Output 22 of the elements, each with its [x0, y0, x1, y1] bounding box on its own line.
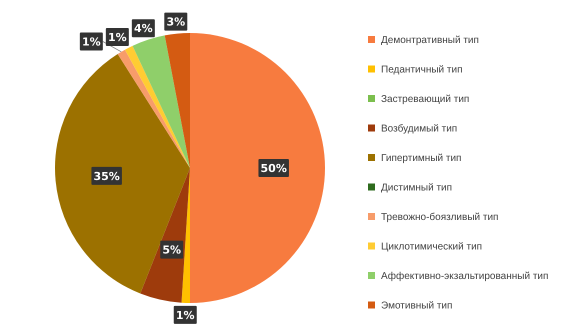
- data-label: 50%: [260, 162, 287, 175]
- data-label: 5%: [162, 244, 182, 257]
- legend-label: Циклотимический тип: [381, 242, 482, 252]
- legend-label: Эмотивный тип: [381, 300, 452, 312]
- data-label: 3%: [166, 16, 186, 29]
- legend-label: Аффективно-экзальтированный тип: [381, 271, 548, 282]
- legend-label: Педантичный тип: [381, 64, 462, 76]
- legend-label: Застревающий тип: [381, 94, 470, 105]
- data-label: 1%: [176, 308, 195, 322]
- legend-label: Тревожно-боязливый тип: [381, 212, 498, 223]
- pie-slice: [132, 35, 190, 168]
- data-label: 4%: [134, 22, 153, 36]
- pie-slice: [55, 54, 190, 294]
- legend-label: Дистимный тип: [381, 182, 452, 194]
- pie-slice: [190, 33, 325, 303]
- legend-label: Возбудимый тип: [381, 124, 458, 134]
- data-label: 35%: [94, 170, 120, 183]
- data-label: 1%: [108, 31, 127, 44]
- legend-label: Демонтративный тип: [381, 35, 479, 46]
- pie-slice: [164, 33, 190, 168]
- data-label: 1%: [82, 35, 101, 48]
- legend-label: Гипертимный тип: [381, 153, 462, 164]
